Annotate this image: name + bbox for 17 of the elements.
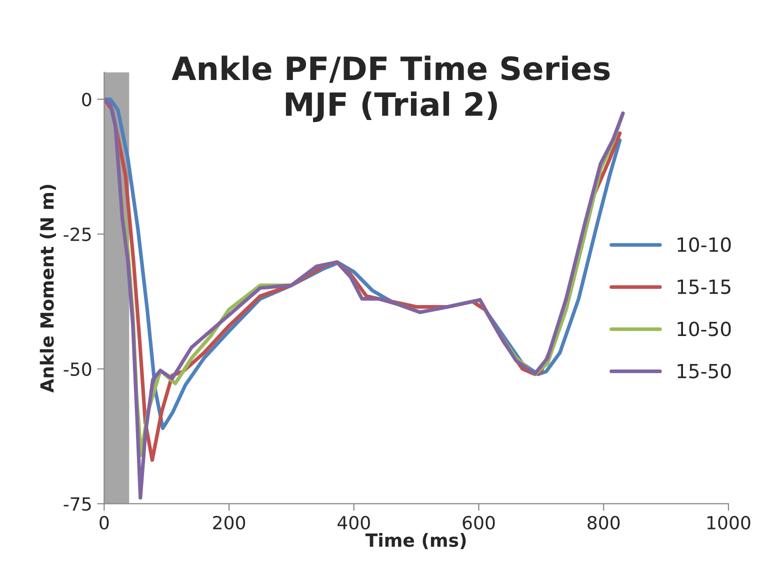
y-tick-label: -25 xyxy=(64,228,91,242)
x-tick-label: 200 xyxy=(213,516,246,530)
y-tick-label: -75 xyxy=(64,497,91,511)
x-tick-label: 800 xyxy=(588,516,620,530)
x-tick-label: 400 xyxy=(338,516,370,530)
y-tick-label: -50 xyxy=(64,362,92,376)
x-axis-title: Time (ms) xyxy=(365,532,466,550)
x-tick-label: 0 xyxy=(100,516,109,530)
legend-label: 10-50 xyxy=(678,322,731,336)
x-tick-label: 1000 xyxy=(707,516,750,530)
y-axis-title: Ankle Moment (N m) xyxy=(40,184,56,393)
legend-label: 15-50 xyxy=(678,364,731,378)
x-tick-label: 600 xyxy=(462,516,495,530)
legend-label: 15-15 xyxy=(678,280,730,294)
y-tick-label: 0 xyxy=(82,92,92,106)
chart-title: Ankle PF/DF Time Series MJF (Trial 2) xyxy=(172,56,610,122)
legend-label: 10-10 xyxy=(678,237,731,252)
